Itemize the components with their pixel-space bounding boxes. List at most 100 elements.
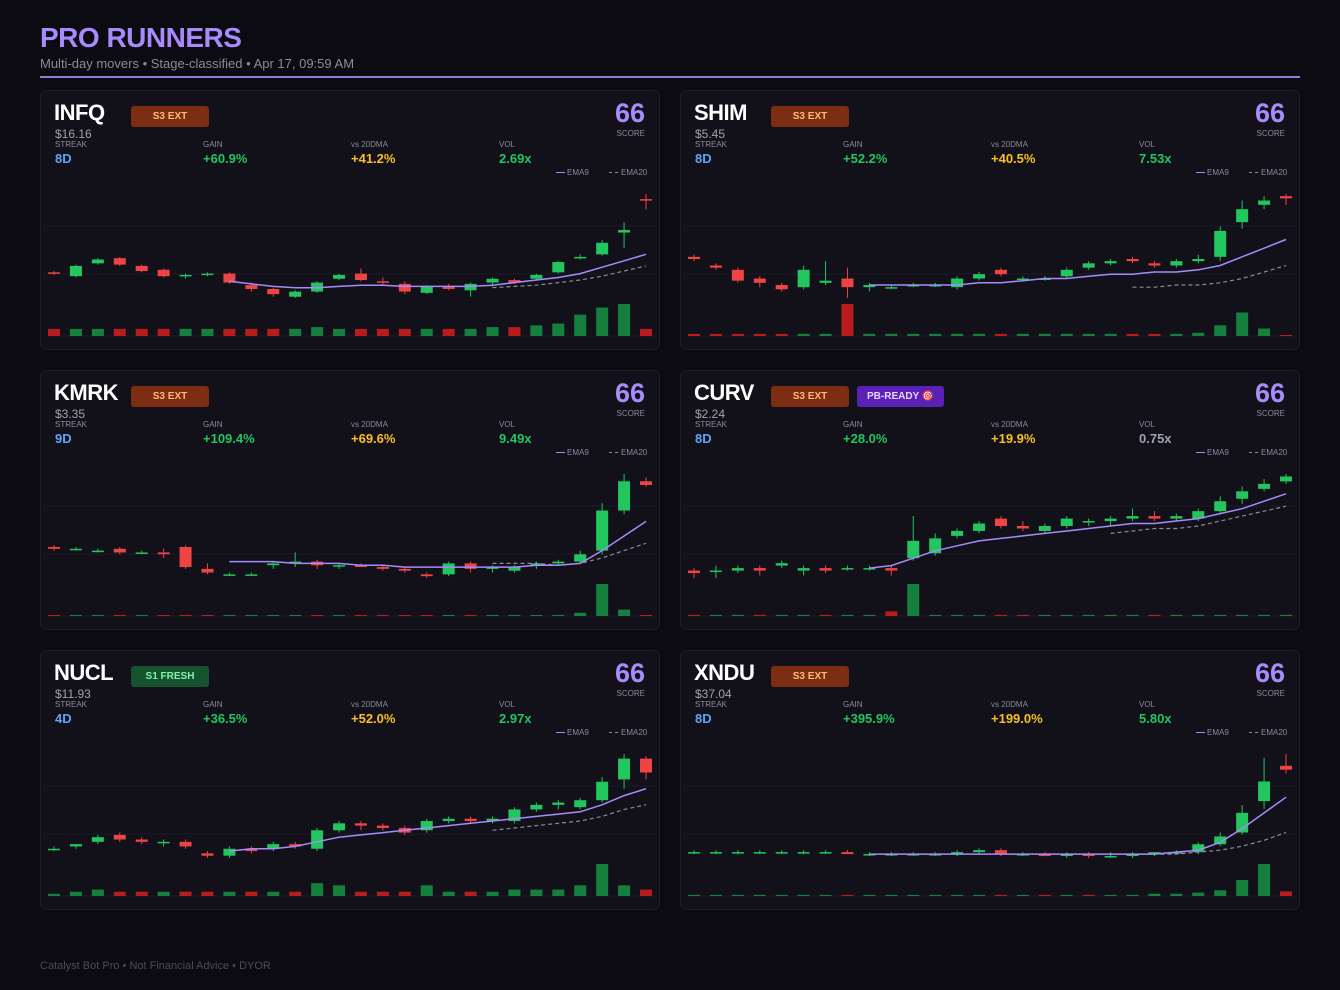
candle-body (157, 552, 170, 555)
volume-bar (973, 894, 986, 896)
legend-ema9: EMA9 (556, 448, 589, 457)
candle-body (1280, 765, 1292, 770)
legend-label: EMA9 (567, 168, 589, 177)
candle-body (69, 265, 82, 277)
volume-bar (267, 891, 280, 896)
volume-bar (354, 328, 367, 336)
volume-bar (223, 891, 236, 896)
price: $16.16 (55, 127, 92, 141)
volume-bar (885, 894, 898, 896)
stat-value: 7.53x (1139, 151, 1172, 166)
volume-bar (69, 328, 82, 336)
volume-bar (201, 891, 214, 896)
candle-body (135, 265, 148, 272)
volume-bar (1104, 614, 1117, 616)
volume-bar (1236, 614, 1249, 616)
volume-bar (709, 333, 722, 336)
volume-bar (223, 614, 236, 616)
candle-body (1104, 261, 1117, 264)
volume-bar (552, 614, 565, 616)
candle-body (1016, 278, 1029, 280)
stat-label: STREAK (55, 700, 88, 709)
ticker: KMRK (54, 380, 119, 405)
volume-bar (907, 584, 920, 616)
volume-bar (574, 885, 587, 896)
candle-body (552, 561, 565, 564)
volume-bar (640, 889, 652, 896)
stat-value: 5.80x (1139, 711, 1172, 726)
volume-bar (398, 614, 411, 616)
ticker-card: INFQ S3 EXT 66 SCORE $16.16 STREAK 8D GAIN +60.9… (40, 90, 660, 350)
legend-label: EMA20 (1261, 448, 1288, 457)
candle-body (596, 510, 609, 551)
candle-body (486, 818, 499, 822)
volume-bar (596, 307, 609, 336)
volume-bar (951, 614, 964, 616)
volume-bar (354, 891, 367, 896)
page-subtitle: Multi-day movers • Stage-classified • Ap… (40, 56, 355, 71)
legend-swatch (1249, 172, 1258, 174)
volume-bar (311, 883, 324, 896)
candle-body (333, 274, 346, 279)
volume-bar (69, 614, 82, 616)
stat-value: 8D (695, 151, 712, 166)
volume-bar (91, 889, 104, 896)
candle-body (398, 568, 411, 571)
volume-bar (354, 614, 367, 616)
volume-bar (1258, 614, 1271, 616)
stage-badge: S3 EXT (771, 106, 849, 127)
candle-body (775, 563, 788, 566)
candle-body (442, 563, 455, 575)
candle-body (354, 565, 367, 568)
volume-bar (841, 614, 854, 616)
candle-body (709, 852, 722, 854)
candle-body (179, 274, 192, 277)
page-title: PRO RUNNERS (40, 22, 242, 53)
volume-bar (552, 323, 565, 336)
stat-value: +40.5% (991, 151, 1036, 166)
candle-body (1016, 526, 1029, 529)
candle-body (135, 552, 148, 554)
volume-bar (1192, 892, 1205, 896)
volume-bar (486, 614, 499, 616)
candle-body (69, 548, 82, 551)
volume-bar (1148, 614, 1161, 616)
stat-label: GAIN (203, 700, 223, 709)
volume-bar (91, 328, 104, 336)
candle-body (1280, 476, 1292, 482)
stage-badge: S3 EXT (131, 386, 209, 407)
candle-body (179, 546, 192, 568)
candle-body (709, 570, 722, 573)
volume-bar (157, 891, 170, 896)
volume-bar (841, 304, 854, 336)
volume-bar (973, 333, 986, 336)
legend-ema20: EMA20 (1249, 448, 1287, 457)
price: $5.45 (695, 127, 726, 141)
candle-body (1126, 259, 1139, 262)
candle-body (1126, 854, 1139, 857)
candle-body (69, 844, 82, 847)
stat-label: STREAK (55, 140, 88, 149)
stat-label: vs 20DMA (991, 140, 1028, 149)
candle-body (797, 852, 810, 854)
candle-body (797, 269, 810, 288)
legend-swatch (556, 452, 565, 454)
legend-ema20: EMA20 (1249, 168, 1287, 177)
volume-bar (907, 333, 920, 336)
ema20-line (492, 265, 647, 289)
volume-bar (819, 333, 832, 336)
stat-value: 4D (55, 711, 72, 726)
legend-label: EMA9 (567, 728, 589, 737)
volume-bar (157, 614, 170, 616)
candle-body (574, 554, 587, 562)
candle-body (333, 823, 346, 831)
volume-bar (201, 614, 214, 616)
volume-bar (1104, 894, 1117, 896)
ema9-line (869, 493, 1287, 569)
legend-ema9: EMA9 (1196, 448, 1229, 457)
candle-body (354, 273, 367, 281)
volume-bar (113, 328, 126, 336)
candle-body (1192, 259, 1205, 262)
candle-body (552, 262, 565, 273)
score: 66 (614, 658, 645, 688)
